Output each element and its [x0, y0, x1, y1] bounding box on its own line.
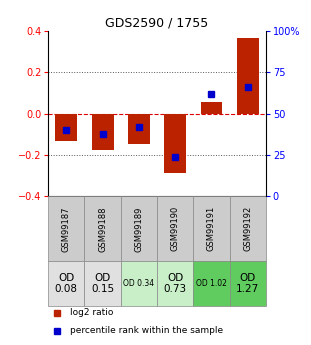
- Text: OD 0.34: OD 0.34: [123, 279, 155, 288]
- Text: GSM99188: GSM99188: [98, 206, 107, 252]
- Text: OD
0.15: OD 0.15: [91, 273, 114, 294]
- Bar: [230, 262, 266, 306]
- Bar: [128, 114, 150, 144]
- Text: OD
0.08: OD 0.08: [55, 273, 78, 294]
- Bar: [230, 196, 266, 262]
- Bar: [85, 196, 121, 262]
- Text: GSM99191: GSM99191: [207, 206, 216, 252]
- Text: GSM99192: GSM99192: [243, 206, 252, 252]
- Bar: [48, 262, 85, 306]
- Bar: [157, 196, 193, 262]
- Text: GSM99190: GSM99190: [171, 206, 180, 252]
- Bar: [121, 196, 157, 262]
- Text: OD
1.27: OD 1.27: [236, 273, 259, 294]
- Bar: [193, 196, 230, 262]
- Bar: [121, 262, 157, 306]
- Bar: [48, 196, 85, 262]
- Bar: [237, 38, 259, 114]
- Title: GDS2590 / 1755: GDS2590 / 1755: [105, 17, 209, 30]
- Text: GSM99189: GSM99189: [134, 206, 143, 252]
- Bar: [193, 262, 230, 306]
- Text: OD 1.02: OD 1.02: [196, 279, 227, 288]
- Bar: [55, 114, 77, 140]
- Bar: [92, 114, 114, 150]
- Bar: [164, 114, 186, 172]
- Text: log2 ratio: log2 ratio: [70, 308, 113, 317]
- Bar: [157, 262, 193, 306]
- Bar: [201, 102, 222, 114]
- Text: GSM99187: GSM99187: [62, 206, 71, 252]
- Text: OD
0.73: OD 0.73: [164, 273, 187, 294]
- Bar: [85, 262, 121, 306]
- Text: percentile rank within the sample: percentile rank within the sample: [70, 326, 223, 335]
